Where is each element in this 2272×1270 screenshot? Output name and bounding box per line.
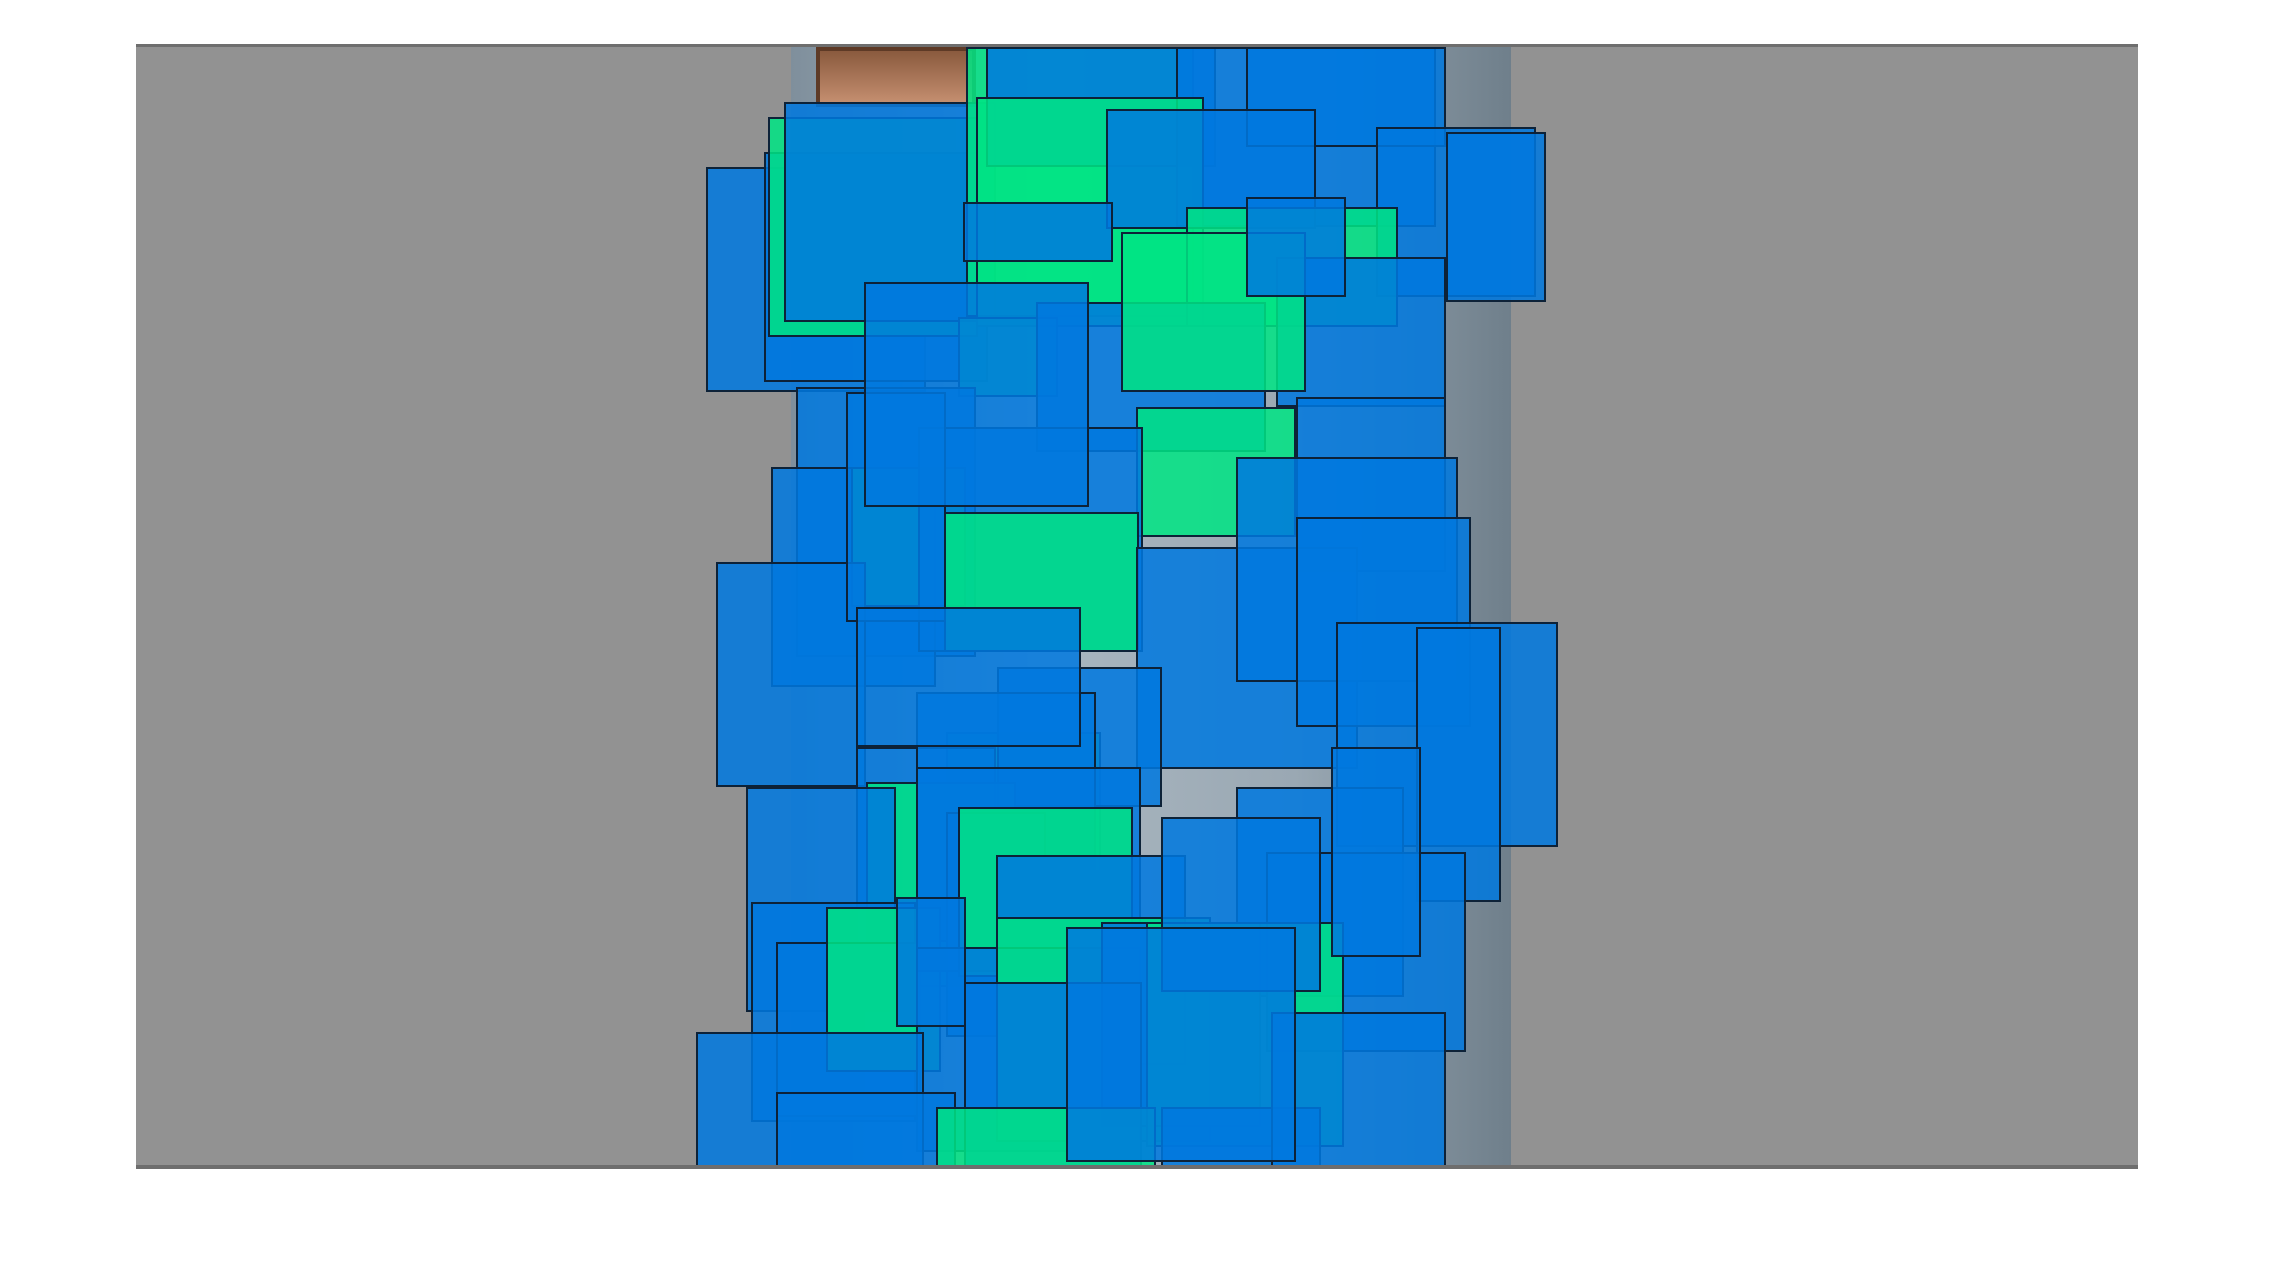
detection-box[interactable] [856, 607, 1081, 747]
detection-box[interactable] [896, 897, 966, 1027]
detection-box[interactable] [1446, 132, 1546, 302]
detection-box[interactable] [864, 282, 1089, 507]
detection-box[interactable] [1246, 197, 1346, 297]
detection-overlay [136, 47, 2138, 1165]
image-canvas[interactable] [136, 44, 2138, 1169]
detection-box[interactable] [1331, 747, 1421, 957]
photo-object-top [816, 47, 976, 107]
detection-box[interactable] [963, 202, 1113, 262]
detection-box[interactable] [1066, 927, 1296, 1162]
detection-box[interactable] [716, 562, 866, 787]
detection-box[interactable] [1271, 1012, 1446, 1165]
detection-box[interactable] [776, 1092, 956, 1165]
